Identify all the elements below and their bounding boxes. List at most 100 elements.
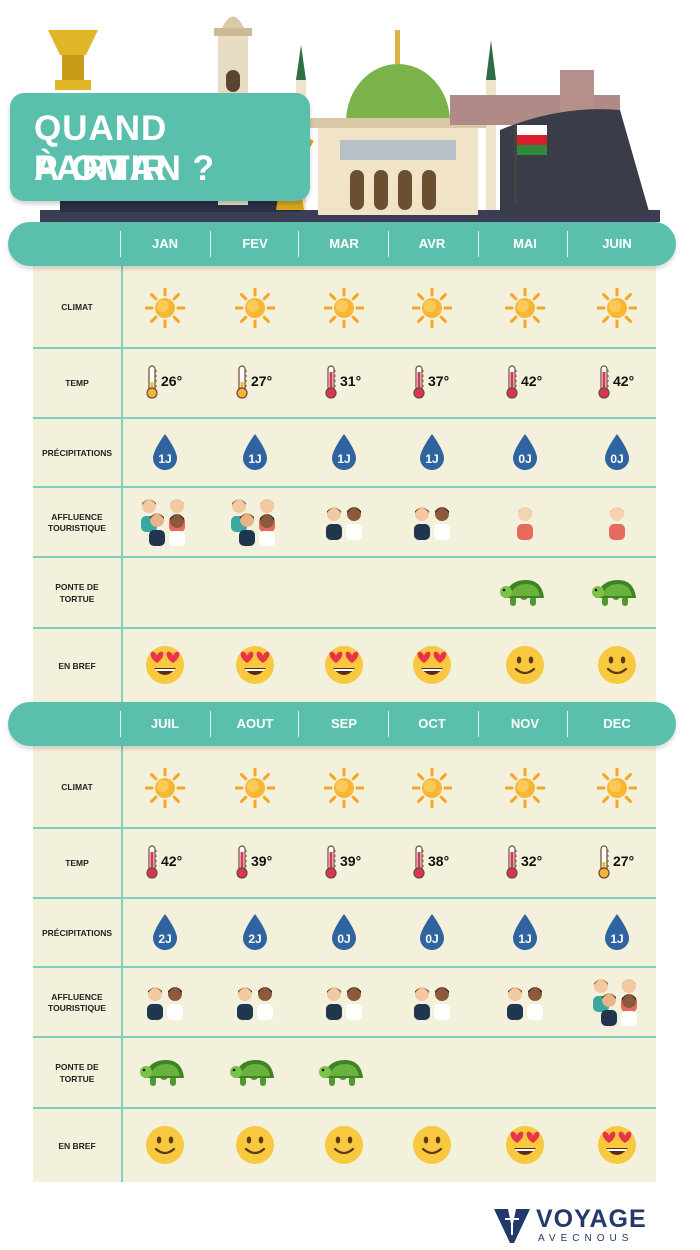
thermometer-icon — [505, 365, 519, 404]
row-label-tortue: PONTE DE TORTUE — [55, 582, 99, 604]
sun-icon — [144, 287, 186, 333]
thermometer-icon — [412, 365, 426, 404]
crowd-medium-icon — [316, 496, 372, 551]
thermometer-icon — [505, 845, 519, 884]
crowd-medium-icon — [137, 976, 193, 1031]
crowd-medium-icon — [316, 976, 372, 1031]
month-separator — [567, 231, 568, 257]
turtle-icon — [498, 574, 552, 615]
row-label-bref: EN BREF — [58, 660, 96, 671]
smiley-face-icon — [504, 644, 546, 691]
label-column-divider — [121, 244, 123, 702]
row-tortue: PONTE DE TORTUE — [33, 1036, 656, 1109]
smiley-face-icon — [234, 1124, 276, 1171]
thermometer-icon — [597, 845, 611, 884]
turtle-icon — [317, 1054, 371, 1095]
row-precip: PRÉCIPITATIONS — [33, 417, 656, 488]
page-title-line2: À OMAN ? — [34, 149, 216, 188]
page-title-line1: QUAND PARTIR — [34, 109, 168, 188]
smiley-face-icon — [323, 1124, 365, 1171]
sun-icon — [144, 767, 186, 813]
rain-drop-icon: 1J — [510, 912, 540, 957]
sun-icon — [411, 767, 453, 813]
month-label: AOUT — [236, 716, 274, 731]
svg-text:1J: 1J — [248, 452, 261, 466]
voyage-avecnous-logo: VOYAGE AVECNOUS — [492, 1205, 662, 1247]
rain-drop-icon: 1J — [150, 432, 180, 477]
row-bref: EN BREF — [33, 1107, 656, 1184]
row-label-temp: TEMP — [65, 378, 89, 389]
thermometer-icon — [145, 845, 159, 884]
temperature-value: 42° — [161, 853, 183, 869]
rain-drop-icon: 0J — [417, 912, 447, 957]
calendar-grid: CLIMAT TEMP 42° 39° 39° 38° 32° 27° PRÉCIPITATIO… — [33, 724, 656, 1182]
smiley-face-icon — [144, 1124, 186, 1171]
turtle-icon — [138, 1054, 192, 1095]
crowd-medium-icon — [404, 976, 460, 1031]
month-separator — [120, 231, 121, 257]
row-label-tortue: PONTE DE TORTUE — [55, 1062, 99, 1084]
month-separator — [478, 231, 479, 257]
month-separator — [388, 231, 389, 257]
incense-burner-icon — [48, 30, 98, 90]
month-separator — [120, 711, 121, 737]
heart-eyes-face-icon — [411, 644, 453, 691]
sun-icon — [504, 287, 546, 333]
heart-eyes-face-icon — [234, 644, 276, 691]
rain-drop-icon: 0J — [329, 912, 359, 957]
month-label: DEC — [603, 716, 631, 731]
heart-eyes-face-icon — [596, 1124, 638, 1171]
title-box: QUAND PARTIR À OMAN ? — [10, 93, 310, 201]
calendar-grid: CLIMAT TEMP 26° 27° 31° 37° 42° 42° PRÉCIPITATIO… — [33, 244, 656, 702]
row-label-affluence: AFFLUENCE TOURISTIQUE — [48, 511, 106, 533]
heart-eyes-face-icon — [504, 1124, 546, 1171]
logo-sub: AVECNOUS — [538, 1233, 634, 1244]
svg-text:0J: 0J — [425, 932, 438, 946]
month-label: NOV — [510, 716, 540, 731]
row-climat: CLIMAT — [33, 270, 656, 346]
row-label-climat: CLIMAT — [61, 302, 93, 313]
month-separator — [210, 231, 211, 257]
svg-text:1J: 1J — [425, 452, 438, 466]
row-affluence: AFFLUENCE TOURISTIQUE — [33, 966, 656, 1038]
smiley-face-icon — [411, 1124, 453, 1171]
row-affluence: AFFLUENCE TOURISTIQUE — [33, 486, 656, 558]
crowd-medium-icon — [227, 976, 283, 1031]
svg-text:1J: 1J — [158, 452, 171, 466]
thermometer-icon — [324, 845, 338, 884]
temperature-value: 37° — [428, 373, 450, 389]
crowd-high-icon — [227, 496, 283, 551]
sun-icon — [323, 287, 365, 333]
temperature-value: 42° — [613, 373, 635, 389]
heart-eyes-face-icon — [144, 644, 186, 691]
sun-icon — [234, 767, 276, 813]
thermometer-icon — [597, 365, 611, 404]
crowd-high-icon — [137, 496, 193, 551]
row-label-climat: CLIMAT — [61, 782, 93, 793]
crowd-medium-icon — [497, 976, 553, 1031]
crowd-low-icon — [497, 496, 553, 551]
rain-drop-icon: 1J — [329, 432, 359, 477]
rain-drop-icon: 0J — [602, 432, 632, 477]
turtle-icon — [228, 1054, 282, 1095]
sun-icon — [504, 767, 546, 813]
svg-text:1J: 1J — [337, 452, 350, 466]
rain-drop-icon: 1J — [417, 432, 447, 477]
month-label: OCT — [418, 716, 446, 731]
row-bref: EN BREF — [33, 627, 656, 704]
temperature-value: 31° — [340, 373, 362, 389]
sun-icon — [596, 767, 638, 813]
fort-icon — [450, 70, 650, 215]
thermometer-icon — [412, 845, 426, 884]
sun-icon — [323, 767, 365, 813]
crowd-high-icon — [589, 976, 645, 1031]
sun-icon — [234, 287, 276, 333]
crowd-low-icon — [589, 496, 645, 551]
crowd-medium-icon — [404, 496, 460, 551]
svg-text:0J: 0J — [518, 452, 531, 466]
month-separator — [478, 711, 479, 737]
svg-text:0J: 0J — [610, 452, 623, 466]
logo-emblem-icon — [494, 1209, 530, 1243]
mosque-icon — [296, 30, 496, 215]
month-label: AVR — [418, 236, 446, 251]
